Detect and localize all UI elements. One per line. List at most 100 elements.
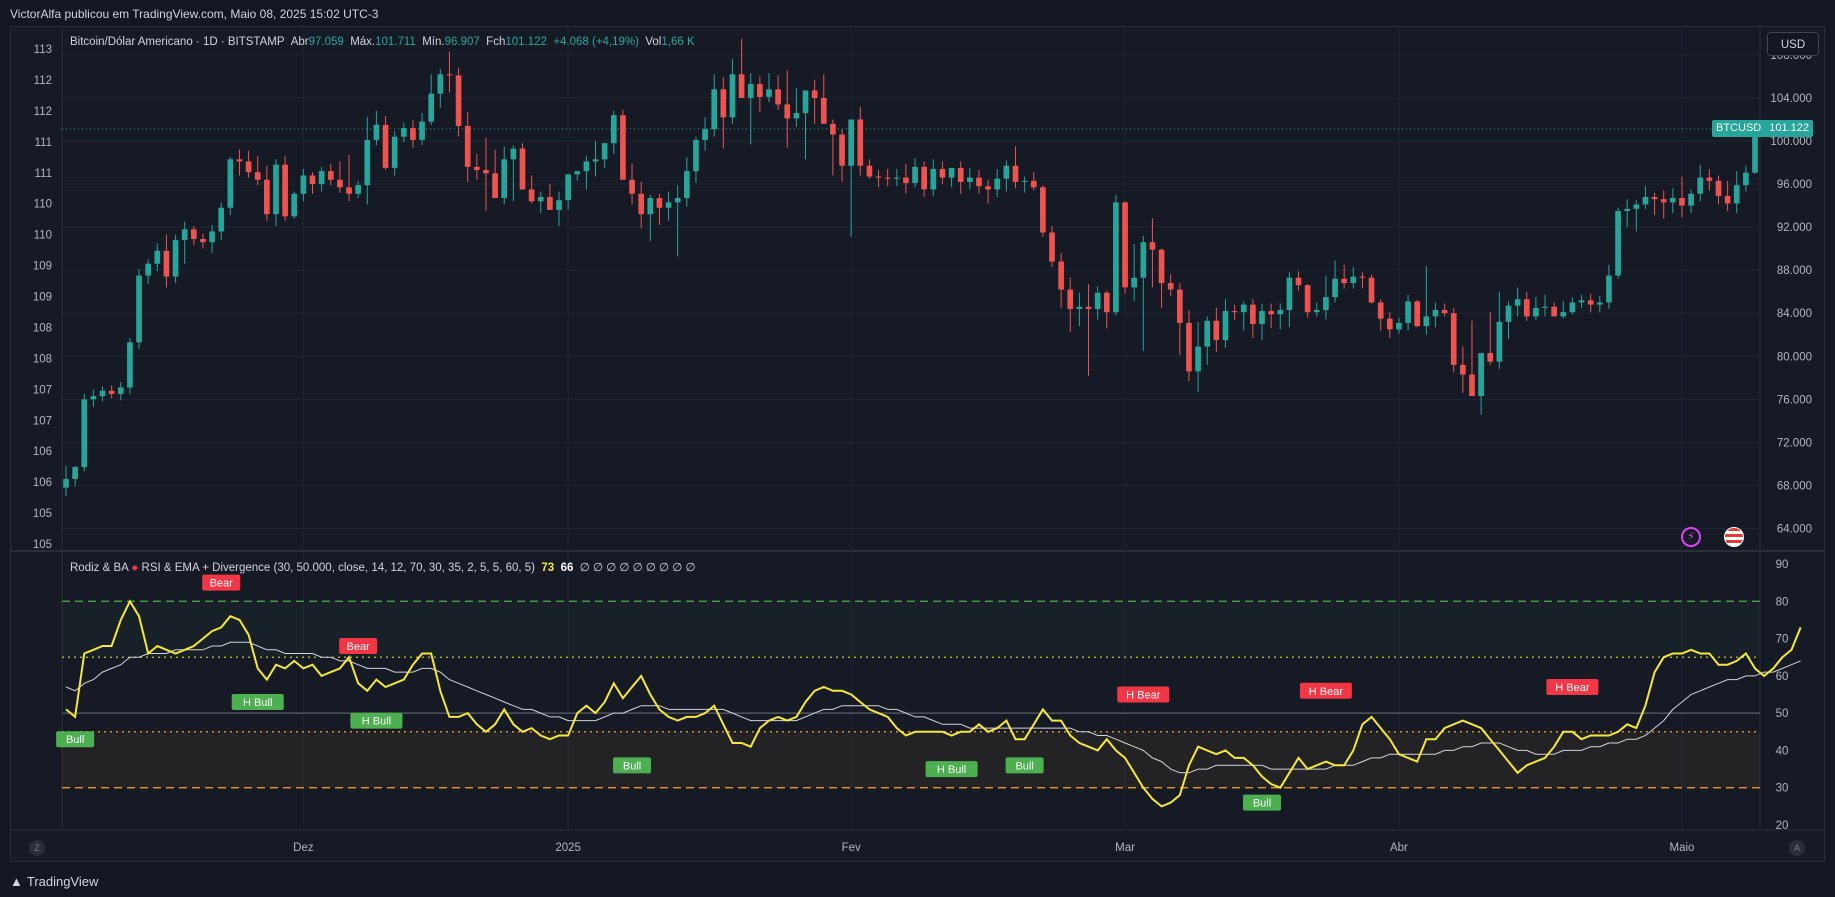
candle-body bbox=[985, 186, 991, 190]
price-axis-label: 100.000 bbox=[1770, 136, 1812, 148]
oversold-zone bbox=[62, 731, 1760, 788]
candle-body bbox=[1103, 292, 1110, 313]
low-label: Mín. bbox=[422, 36, 445, 48]
rsi-axis-label: 60 bbox=[1776, 671, 1789, 683]
candle-body bbox=[464, 125, 471, 167]
auto-scale-toggle[interactable]: A bbox=[1789, 840, 1805, 856]
candle-body bbox=[903, 177, 909, 183]
candle-body bbox=[1405, 301, 1411, 323]
candle-body bbox=[1149, 242, 1156, 250]
rsi-axis-label: 50 bbox=[1776, 708, 1789, 720]
candle-body bbox=[1633, 204, 1640, 209]
indicator-author[interactable]: Rodiz & BA bbox=[70, 562, 129, 574]
candle-body bbox=[1697, 177, 1704, 194]
price-axis-label: 72.000 bbox=[1777, 437, 1812, 449]
candle-body bbox=[848, 119, 854, 166]
candle-body bbox=[1231, 311, 1238, 313]
publication-header: VictorAlfa publicou em TradingView.com, … bbox=[0, 0, 1835, 26]
price-axis-label: 104.000 bbox=[1770, 93, 1812, 105]
candle-body bbox=[1204, 320, 1211, 347]
candle-body bbox=[410, 128, 416, 140]
candle-body bbox=[1743, 172, 1749, 186]
candle-body bbox=[547, 196, 553, 210]
candle-body bbox=[327, 171, 334, 180]
candle-body bbox=[1450, 313, 1457, 365]
lightning-icon[interactable]: ⚡ bbox=[1681, 527, 1701, 547]
divergence-label: Bull bbox=[1253, 798, 1271, 810]
candle-body bbox=[711, 89, 718, 130]
candle-body bbox=[1460, 364, 1466, 375]
divergence-label: Bull bbox=[66, 734, 84, 746]
chart-frame[interactable] bbox=[10, 26, 1825, 862]
candle-body bbox=[282, 164, 288, 217]
candle-body bbox=[236, 159, 243, 162]
price-tag-symbol: BTCUSD bbox=[1716, 122, 1762, 135]
candle-body bbox=[154, 250, 161, 264]
candle-body bbox=[1167, 283, 1174, 290]
candle-body bbox=[163, 250, 170, 277]
candle-body bbox=[1131, 277, 1138, 288]
divergence-label: Bull bbox=[623, 760, 641, 772]
candle-body bbox=[994, 178, 1001, 190]
symbol-name[interactable]: Bitcoin/Dólar Americano · 1D · BITSTAMP bbox=[70, 36, 285, 48]
candle-body bbox=[866, 165, 873, 177]
rsi-axis-label: 30 bbox=[1776, 783, 1789, 795]
left-axis-label: 108 bbox=[33, 353, 52, 365]
left-axis-label: 109 bbox=[33, 292, 52, 304]
candle-body bbox=[1067, 289, 1074, 309]
candle-body bbox=[1030, 180, 1037, 188]
left-axis-label: 105 bbox=[33, 508, 52, 520]
candle-body bbox=[967, 177, 973, 182]
candle-body bbox=[693, 139, 699, 172]
candle-body bbox=[1679, 198, 1685, 206]
us-flag-icon[interactable] bbox=[1724, 527, 1744, 547]
candle-body bbox=[1350, 276, 1357, 284]
candle-body bbox=[775, 89, 781, 105]
left-scale-toggle[interactable]: Z bbox=[29, 840, 45, 856]
candle-body bbox=[1478, 353, 1484, 397]
candle-body bbox=[1414, 301, 1421, 327]
candle-body bbox=[674, 198, 681, 203]
candle-body bbox=[391, 136, 398, 168]
candle-body bbox=[1176, 289, 1183, 323]
candle-body bbox=[373, 124, 380, 140]
candle-body bbox=[930, 168, 937, 190]
high-value: 101.711 bbox=[375, 36, 416, 48]
indicator-params[interactable]: RSI & EMA + Divergence (30, 50.000, clos… bbox=[141, 562, 536, 574]
candle-body bbox=[1670, 198, 1676, 203]
left-axis-label: 108 bbox=[33, 322, 52, 334]
rsi-axis-label: 80 bbox=[1776, 596, 1789, 608]
candle-body bbox=[1195, 346, 1201, 372]
candle-body bbox=[820, 97, 827, 124]
candle-body bbox=[638, 193, 645, 215]
candle-body bbox=[1240, 304, 1247, 313]
candle-body bbox=[1487, 353, 1494, 362]
candle-body bbox=[1706, 177, 1713, 181]
candle-body bbox=[592, 159, 599, 162]
tradingview-logo[interactable]: ▲ TradingView bbox=[10, 874, 98, 889]
candle-body bbox=[565, 174, 571, 201]
currency-button[interactable]: USD bbox=[1767, 32, 1819, 56]
left-axis-label: 111 bbox=[35, 137, 52, 149]
candle-body bbox=[382, 124, 389, 168]
candle-body bbox=[1423, 316, 1430, 327]
price-axis-label: 80.000 bbox=[1777, 351, 1812, 363]
candle-body bbox=[218, 207, 225, 232]
ema-value: 66 bbox=[560, 562, 574, 574]
candle-body bbox=[1213, 320, 1220, 341]
candle-body bbox=[1651, 196, 1658, 200]
candle-body bbox=[419, 121, 425, 140]
candle-body bbox=[948, 167, 955, 178]
time-axis-label: Maio bbox=[1669, 842, 1694, 854]
candle-body bbox=[474, 166, 480, 171]
divergence-label-bg bbox=[1299, 682, 1352, 699]
candle-body bbox=[63, 478, 69, 488]
left-axis-label: 111 bbox=[35, 168, 52, 180]
candle-body bbox=[1250, 304, 1256, 324]
price-axis-label: 64.000 bbox=[1777, 523, 1812, 535]
candle-body bbox=[483, 170, 489, 174]
left-axis-label: 107 bbox=[33, 415, 52, 427]
price-axis-label: 96.000 bbox=[1777, 179, 1812, 191]
candle-body bbox=[601, 143, 608, 160]
